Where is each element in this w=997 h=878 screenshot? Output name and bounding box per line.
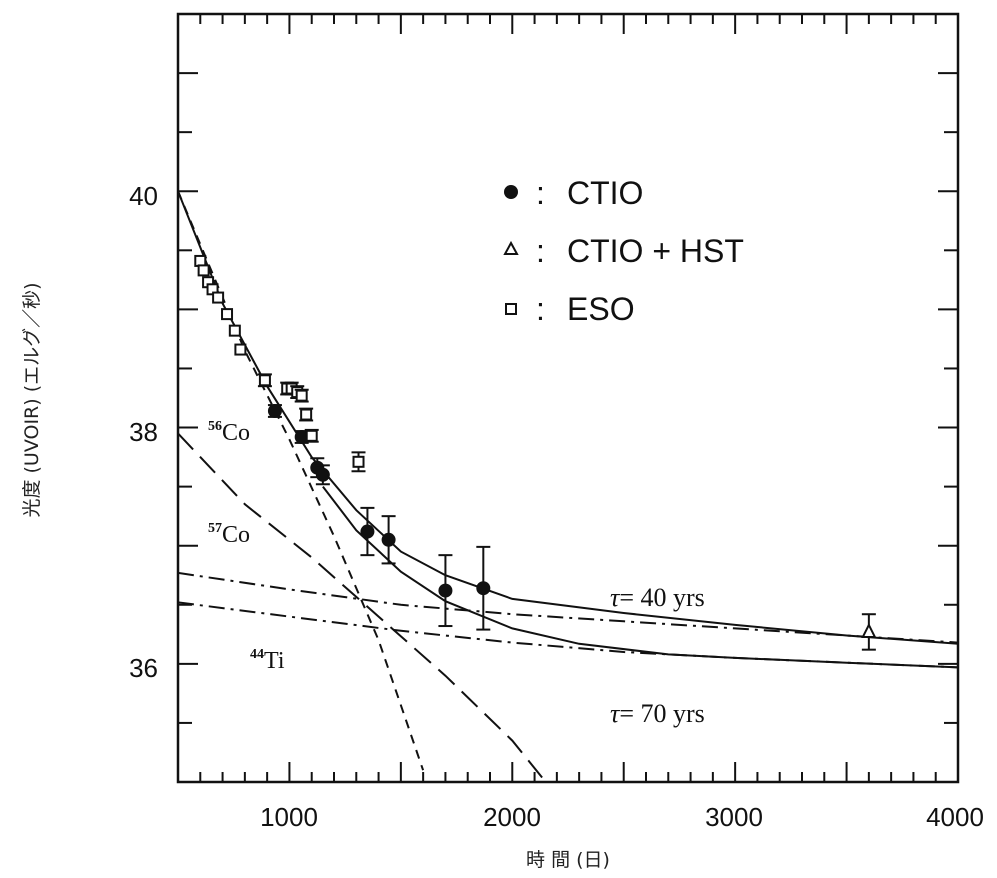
legend-marker-open-square bbox=[505, 303, 517, 315]
x-axis-title: 時 間 (日) bbox=[526, 849, 610, 871]
eso-point bbox=[258, 374, 271, 387]
legend-label-eso: ESO bbox=[567, 291, 635, 327]
isotope-element: Co bbox=[222, 420, 250, 446]
eso-point bbox=[300, 408, 313, 421]
eso-point bbox=[221, 308, 234, 321]
legend-separator: : bbox=[536, 175, 545, 211]
ctio-point bbox=[381, 532, 396, 547]
tau-70-label: τ= 70 yrs bbox=[610, 699, 705, 728]
y-tick-label-38: 38 bbox=[129, 417, 158, 447]
ctio-point bbox=[267, 403, 282, 418]
legend-separator: : bbox=[536, 291, 545, 327]
legend-item-eso: : ESO bbox=[505, 291, 635, 327]
eso-point bbox=[197, 264, 210, 277]
ctio-point bbox=[315, 467, 330, 482]
x-tick-label-2000: 2000 bbox=[483, 802, 541, 832]
eso-point bbox=[234, 343, 247, 356]
tau-symbol: τ bbox=[610, 583, 621, 612]
svg-text:56Co: 56Co bbox=[208, 419, 250, 446]
eso-point bbox=[228, 324, 241, 337]
y-tick-label-40: 40 bbox=[129, 181, 158, 211]
isotope-element: Co bbox=[222, 522, 250, 548]
svg-text:44Ti: 44Ti bbox=[250, 647, 285, 674]
legend-marker-filled-circle bbox=[504, 185, 518, 199]
eso-point bbox=[212, 291, 225, 304]
legend-item-ctio-hst: : CTIO + HST bbox=[503, 233, 744, 269]
tau-40-label: τ= 40 yrs bbox=[610, 583, 705, 612]
y-tick-label-36: 36 bbox=[129, 653, 158, 683]
isotope-mass: 44 bbox=[250, 647, 264, 662]
curve-solid-0 bbox=[178, 190, 958, 645]
eso-point bbox=[352, 455, 365, 468]
curve-dash-dot-5 bbox=[178, 601, 958, 669]
svg-text:57Co: 57Co bbox=[208, 521, 250, 548]
plot-frame bbox=[176, 12, 960, 784]
tau-symbol: τ bbox=[610, 699, 621, 728]
x-tick-label-4000: 4000 bbox=[926, 802, 984, 832]
legend: : CTIO : CTIO + HST : ESO bbox=[503, 175, 744, 327]
ctio-point bbox=[438, 583, 453, 598]
model-curves bbox=[178, 190, 958, 782]
legend-label-ctio-hst: CTIO + HST bbox=[567, 233, 744, 269]
isotope-element: Ti bbox=[264, 648, 285, 674]
isotope-mass: 57 bbox=[208, 521, 222, 536]
isotope-label-co56: 56Co bbox=[208, 419, 250, 446]
eso-point bbox=[305, 429, 318, 442]
isotope-label-co57: 57Co bbox=[208, 521, 250, 548]
ctio-point bbox=[294, 429, 309, 444]
curve-solid-1 bbox=[322, 485, 958, 669]
x-tick-label-1000: 1000 bbox=[260, 802, 318, 832]
eso-point bbox=[295, 389, 308, 402]
ctio-point bbox=[476, 581, 491, 596]
tau-value: = 70 yrs bbox=[619, 699, 704, 728]
data-points bbox=[194, 254, 877, 651]
x-tick-label-3000: 3000 bbox=[705, 802, 763, 832]
ctio-point bbox=[360, 524, 375, 539]
legend-marker-open-triangle bbox=[503, 240, 519, 255]
curve-short-dash-2 bbox=[178, 190, 425, 771]
tau-value: = 40 yrs bbox=[619, 583, 704, 612]
ctio-hst-point bbox=[861, 622, 877, 638]
y-axis-title: 光度 (UVOIR) (エルグ／秒) bbox=[21, 282, 43, 517]
legend-label-ctio: CTIO bbox=[567, 175, 643, 211]
isotope-label-ti44: 44Ti bbox=[250, 647, 285, 674]
legend-item-ctio: : CTIO bbox=[504, 175, 643, 211]
axis-ticks bbox=[177, 13, 959, 783]
isotope-mass: 56 bbox=[208, 419, 222, 434]
legend-separator: : bbox=[536, 233, 545, 269]
curve-dash-dot-4 bbox=[178, 571, 958, 644]
curve-long-dash-3 bbox=[178, 432, 547, 782]
